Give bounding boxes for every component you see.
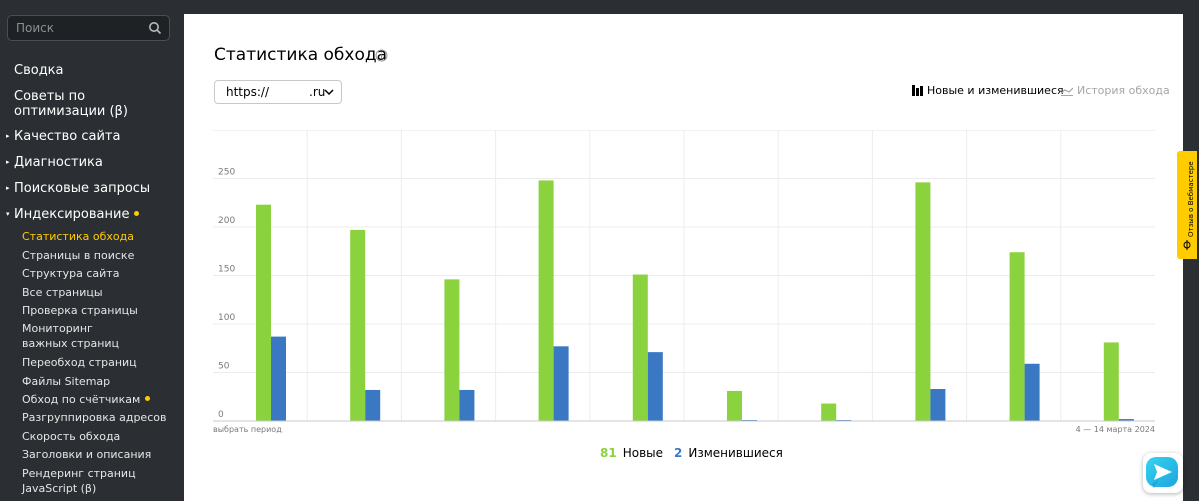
bar-changed — [1024, 363, 1040, 421]
nav-indexing[interactable]: ▾ Индексирование — [6, 207, 140, 222]
page-title: Статистика обхода — [214, 45, 388, 65]
feedback-label: Отзыв о Вебмастере — [1187, 161, 1195, 237]
sidebar: Поиск Сводка Советы по оптимизации (β) ▸… — [0, 0, 184, 501]
bar-new — [538, 180, 554, 421]
y-tick-label: 0 — [218, 410, 224, 420]
search-input[interactable]: Поиск — [7, 15, 170, 41]
sidebar-item-crawl-speed[interactable]: Скорость обхода — [22, 430, 121, 443]
legend-changed-label: Изменившиеся — [688, 446, 783, 460]
bar-changed — [459, 389, 475, 421]
view-history-button[interactable]: История обхода — [1060, 84, 1170, 97]
legend-new[interactable]: 81 Новые — [600, 446, 663, 460]
view-new-label: Новые и изменившиеся — [927, 84, 1064, 97]
bar-changed — [1118, 419, 1134, 421]
bar-chart-icon — [912, 85, 923, 96]
y-tick-label: 250 — [218, 168, 235, 178]
collapse-arrow-icon: ▾ — [6, 210, 10, 218]
chat-icon — [1146, 457, 1178, 488]
sidebar-item-rendering-line2[interactable]: JavaScript (β) — [22, 482, 97, 495]
bar-new — [1103, 342, 1119, 421]
nav-tips-line2[interactable]: оптимизации (β) — [14, 104, 128, 119]
notification-dot — [134, 211, 140, 216]
info-icon[interactable] — [375, 49, 388, 62]
sidebar-item-all-pages[interactable]: Все страницы — [22, 286, 103, 299]
bar-changed — [647, 352, 663, 421]
site-suffix: .ru — [309, 85, 326, 99]
x-label-left: выбрать период — [213, 425, 282, 434]
sidebar-item-site-structure[interactable]: Структура сайта — [22, 267, 120, 280]
sidebar-item-titles[interactable]: Заголовки и описания — [22, 448, 152, 461]
line-chart-icon — [1060, 87, 1074, 96]
bar-new — [350, 229, 366, 421]
nav-summary[interactable]: Сводка — [14, 63, 64, 78]
sidebar-item-label: Обход по счётчикам — [22, 393, 141, 406]
bar-new — [1009, 252, 1025, 421]
nav-diagnostics[interactable]: ▸ Диагностика — [6, 155, 103, 170]
notification-dot — [145, 396, 151, 401]
bar-changed — [365, 389, 381, 421]
expand-arrow-icon: ▸ — [6, 132, 10, 140]
bug-icon — [1183, 240, 1191, 250]
chevron-down-icon — [324, 89, 334, 96]
legend-changed-value: 2 — [674, 446, 683, 460]
nav-label: Диагностика — [14, 155, 103, 170]
nav-search-queries[interactable]: ▸ Поисковые запросы — [6, 181, 150, 196]
expand-arrow-icon: ▸ — [6, 184, 10, 192]
bar-new — [915, 182, 931, 421]
sidebar-item-page-check[interactable]: Проверка страницы — [22, 304, 138, 317]
nav-site-quality[interactable]: ▸ Качество сайта — [6, 129, 120, 144]
search-icon[interactable] — [148, 21, 162, 35]
sidebar-item-monitoring-line2[interactable]: важных страниц — [22, 337, 120, 350]
y-tick-label: 100 — [218, 313, 235, 323]
bar-new — [821, 403, 837, 421]
sidebar-item-rendering-line1[interactable]: Рендеринг страниц — [22, 467, 136, 480]
x-label-right: 4 — 14 марта 2024 — [1076, 425, 1155, 434]
sidebar-item-url-ungroup[interactable]: Разгруппировка адресов — [22, 411, 167, 424]
crawl-chart: 50 100 150 200 250 0 выбрать период 4 — 14 март… — [213, 130, 1155, 434]
bar-changed — [930, 388, 946, 421]
site-prefix: https:// — [226, 85, 270, 99]
bar-new — [256, 204, 271, 421]
expand-arrow-icon: ▸ — [6, 158, 10, 166]
bar-new — [727, 390, 742, 421]
sidebar-item-monitoring-line1[interactable]: Мониторинг — [22, 322, 93, 335]
legend-changed[interactable]: 2 Изменившиеся — [674, 446, 783, 460]
sidebar-item-pages-in-search[interactable]: Страницы в поиске — [22, 249, 135, 262]
y-tick-label: 150 — [218, 265, 235, 275]
site-selector[interactable]: https:// .ru — [214, 80, 342, 104]
y-tick-label: 50 — [218, 362, 230, 372]
chat-button[interactable] — [1143, 453, 1183, 493]
nav-label: Индексирование — [14, 207, 130, 222]
sidebar-item-recrawl[interactable]: Переобход страниц — [22, 356, 137, 369]
legend-new-label: Новые — [622, 446, 663, 460]
bar-changed — [553, 346, 569, 421]
nav-tips-line1[interactable]: Советы по — [14, 89, 86, 104]
bar-new — [632, 274, 648, 421]
sidebar-item-counter-crawl[interactable]: Обход по счётчикам — [22, 393, 151, 407]
feedback-tab[interactable]: Отзыв о Вебмастере — [1177, 151, 1197, 259]
sidebar-item-crawl-stats[interactable]: Статистика обхода — [22, 230, 134, 243]
legend-new-value: 81 — [600, 446, 617, 460]
nav-label: Качество сайта — [14, 129, 121, 144]
view-new-changed-button[interactable]: Новые и изменившиеся — [912, 84, 1064, 97]
bar-new — [444, 279, 460, 421]
y-tick-label: 200 — [218, 216, 235, 226]
nav-label: Поисковые запросы — [14, 181, 151, 196]
view-history-label: История обхода — [1077, 84, 1170, 97]
search-placeholder: Поиск — [16, 21, 55, 35]
sidebar-item-sitemap[interactable]: Файлы Sitemap — [22, 375, 111, 388]
bar-changed — [271, 336, 286, 421]
